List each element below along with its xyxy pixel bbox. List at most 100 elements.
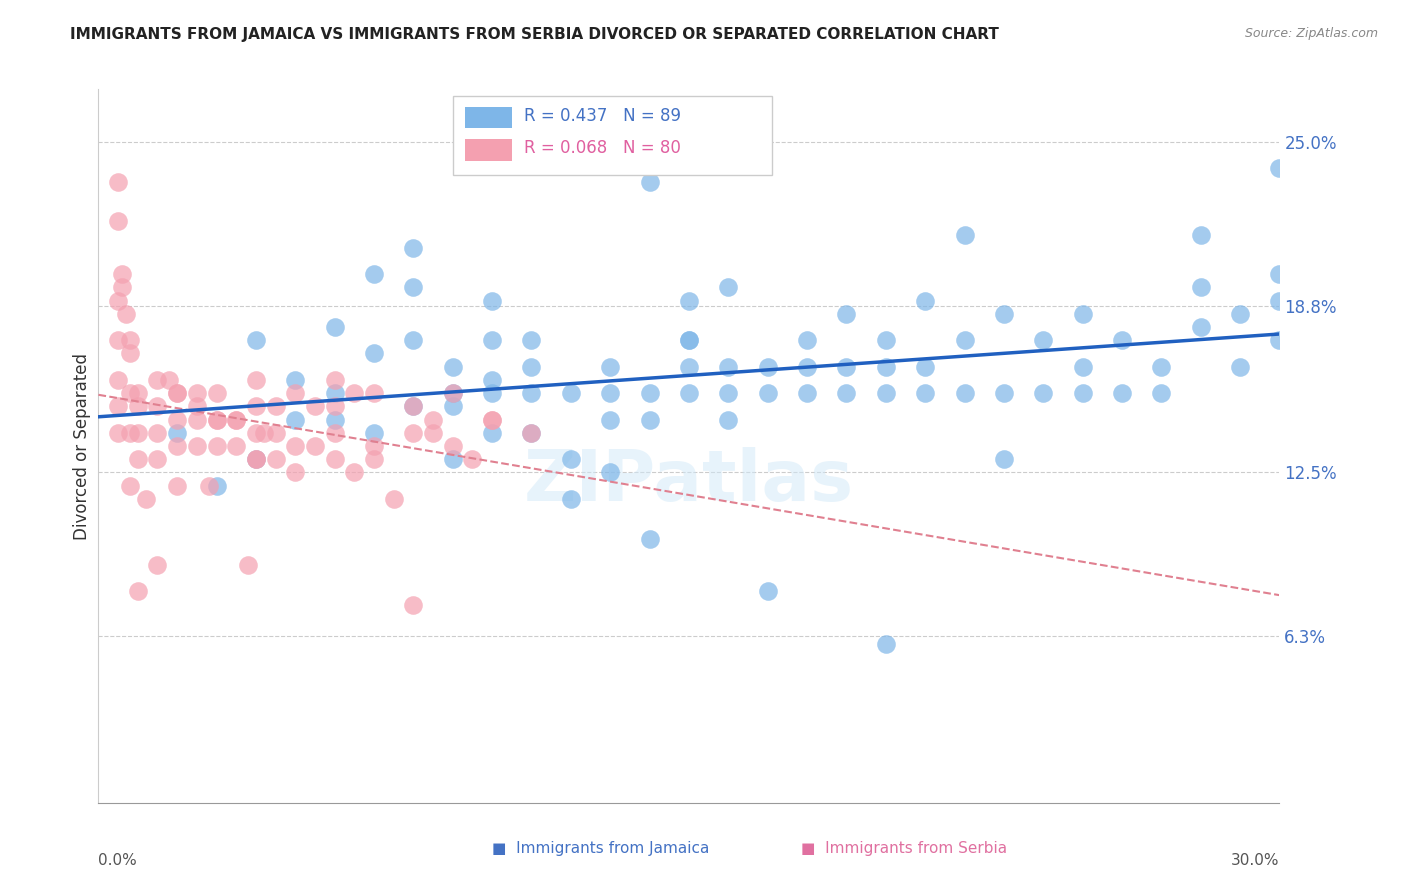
Point (245, 400, 267, 414)
Text: 30.0%: 30.0% (1232, 853, 1279, 868)
Text: 0.0%: 0.0% (98, 853, 138, 868)
Point (402, 280, 425, 294)
Point (1071, 359, 1094, 374)
Point (599, 412, 621, 426)
Point (638, 532, 661, 546)
Point (481, 425, 503, 440)
Point (402, 400, 425, 414)
Point (481, 293, 503, 308)
Point (560, 491, 582, 506)
Point (363, 425, 385, 440)
Point (599, 359, 621, 374)
Point (875, 386, 897, 401)
Point (166, 425, 188, 440)
Point (284, 466, 307, 480)
Point (796, 386, 818, 401)
Point (1071, 386, 1094, 401)
Point (914, 293, 936, 308)
Point (111, 267, 134, 281)
Point (1111, 386, 1133, 401)
Point (115, 307, 138, 321)
Point (402, 333, 425, 347)
Point (245, 452, 267, 467)
Point (717, 359, 740, 374)
Point (146, 400, 169, 414)
Point (835, 359, 858, 374)
Point (304, 400, 326, 414)
Point (146, 452, 169, 467)
Point (107, 373, 129, 387)
Point (127, 584, 149, 599)
Point (1111, 333, 1133, 347)
Point (796, 359, 818, 374)
FancyBboxPatch shape (453, 96, 772, 175)
Point (560, 452, 582, 467)
Point (264, 400, 287, 414)
Point (186, 412, 208, 426)
Point (1229, 307, 1251, 321)
Point (520, 425, 543, 440)
Point (118, 346, 141, 360)
Point (166, 412, 188, 426)
Point (284, 386, 307, 401)
Point (481, 333, 503, 347)
Point (186, 400, 208, 414)
Point (756, 359, 779, 374)
Point (402, 598, 425, 612)
Point (441, 452, 464, 467)
Point (441, 386, 464, 401)
Point (638, 386, 661, 401)
Point (953, 227, 976, 242)
Point (953, 333, 976, 347)
Point (363, 267, 385, 281)
Point (135, 491, 157, 506)
Point (717, 412, 740, 426)
Point (1032, 386, 1054, 401)
Point (118, 386, 141, 401)
Point (560, 386, 582, 401)
Point (205, 412, 228, 426)
Point (638, 175, 661, 189)
Point (520, 359, 543, 374)
Point (245, 425, 267, 440)
Point (1268, 161, 1291, 176)
Point (481, 412, 503, 426)
Point (118, 333, 141, 347)
Point (343, 466, 366, 480)
Point (245, 373, 267, 387)
Point (1189, 227, 1212, 242)
Point (363, 386, 385, 401)
Point (197, 478, 219, 492)
Y-axis label: Divorced or Separated: Divorced or Separated (73, 352, 91, 540)
Point (481, 386, 503, 401)
Point (284, 439, 307, 453)
Point (756, 386, 779, 401)
Point (111, 280, 134, 294)
Point (678, 333, 700, 347)
Point (127, 400, 149, 414)
Point (363, 346, 385, 360)
Point (678, 359, 700, 374)
Point (304, 439, 326, 453)
Point (914, 359, 936, 374)
Point (520, 425, 543, 440)
Point (993, 386, 1015, 401)
Point (1268, 333, 1291, 347)
Point (343, 386, 366, 401)
Point (245, 452, 267, 467)
Point (520, 333, 543, 347)
Point (481, 373, 503, 387)
Point (678, 293, 700, 308)
Point (441, 386, 464, 401)
Point (599, 466, 621, 480)
Point (127, 452, 149, 467)
Point (186, 439, 208, 453)
Point (107, 293, 129, 308)
Point (127, 386, 149, 401)
Point (107, 400, 129, 414)
Point (835, 307, 858, 321)
Point (323, 373, 346, 387)
Point (796, 333, 818, 347)
Point (323, 425, 346, 440)
Point (264, 425, 287, 440)
